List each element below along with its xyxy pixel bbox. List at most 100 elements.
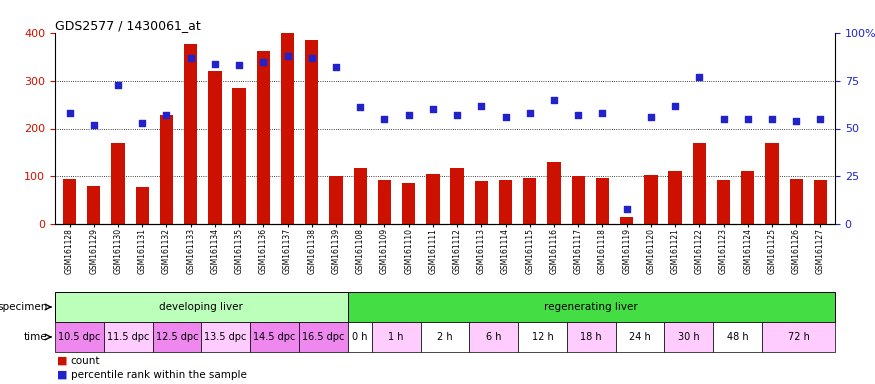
Point — [668, 103, 682, 109]
Point — [620, 206, 634, 212]
Bar — [256, 51, 270, 224]
Bar — [596, 178, 609, 224]
Point — [692, 74, 706, 80]
Point — [547, 97, 561, 103]
Point — [304, 55, 318, 61]
Bar — [548, 162, 561, 224]
Text: developing liver: developing liver — [159, 302, 243, 312]
Point — [87, 122, 101, 128]
Bar — [55, 322, 104, 352]
Text: regenerating liver: regenerating liver — [544, 302, 638, 312]
Bar — [426, 174, 439, 224]
Text: 6 h: 6 h — [486, 332, 501, 342]
Bar — [160, 115, 173, 224]
Bar — [281, 33, 294, 224]
Bar — [451, 168, 464, 224]
Bar — [372, 322, 421, 352]
Bar — [814, 180, 827, 224]
Text: 18 h: 18 h — [580, 332, 602, 342]
Text: ■: ■ — [57, 370, 67, 380]
Text: 13.5 dpc: 13.5 dpc — [205, 332, 247, 342]
Bar — [469, 322, 518, 352]
Text: GDS2577 / 1430061_at: GDS2577 / 1430061_at — [55, 19, 200, 32]
Bar — [347, 292, 835, 322]
Text: 11.5 dpc: 11.5 dpc — [107, 332, 150, 342]
Text: percentile rank within the sample: percentile rank within the sample — [71, 370, 247, 380]
Bar — [571, 176, 584, 224]
Point — [377, 116, 391, 122]
Text: 14.5 dpc: 14.5 dpc — [253, 332, 296, 342]
Text: 2 h: 2 h — [438, 332, 453, 342]
Bar — [664, 322, 713, 352]
Bar — [499, 180, 512, 224]
Point — [281, 53, 295, 59]
Bar — [208, 71, 221, 224]
Text: time: time — [24, 332, 48, 342]
Bar — [616, 322, 664, 352]
Point — [402, 112, 416, 118]
Bar — [474, 181, 488, 224]
Point — [136, 120, 150, 126]
Bar — [136, 187, 149, 224]
Bar — [55, 292, 347, 322]
Point — [765, 116, 779, 122]
Bar — [88, 186, 101, 224]
Point — [62, 110, 76, 116]
Point — [426, 106, 440, 113]
Text: count: count — [71, 356, 101, 366]
Text: 10.5 dpc: 10.5 dpc — [58, 332, 101, 342]
Bar — [305, 40, 318, 224]
Bar — [741, 172, 754, 224]
Bar — [762, 322, 835, 352]
Text: 48 h: 48 h — [726, 332, 748, 342]
Point — [159, 112, 173, 118]
Text: 0 h: 0 h — [352, 332, 367, 342]
Point — [741, 116, 755, 122]
Bar — [201, 322, 250, 352]
Point — [522, 110, 536, 116]
Bar — [523, 178, 536, 224]
Bar — [518, 322, 567, 352]
Bar — [347, 322, 372, 352]
Bar — [233, 88, 246, 224]
Bar — [184, 43, 198, 224]
Bar — [250, 322, 298, 352]
Text: 16.5 dpc: 16.5 dpc — [302, 332, 345, 342]
Bar — [298, 322, 347, 352]
Bar — [766, 143, 779, 224]
Bar — [668, 172, 682, 224]
Point — [571, 112, 585, 118]
Bar — [567, 322, 616, 352]
Text: 24 h: 24 h — [629, 332, 651, 342]
Point — [499, 114, 513, 120]
Text: 72 h: 72 h — [788, 332, 809, 342]
Text: 12.5 dpc: 12.5 dpc — [156, 332, 198, 342]
Point — [256, 59, 270, 65]
Bar — [693, 143, 706, 224]
Point — [354, 104, 367, 111]
Point — [184, 55, 198, 61]
Point — [474, 103, 488, 109]
Point — [232, 62, 246, 68]
Bar — [713, 322, 762, 352]
Bar — [111, 143, 124, 224]
Text: ■: ■ — [57, 356, 67, 366]
Text: 12 h: 12 h — [532, 332, 553, 342]
Bar — [620, 217, 634, 224]
Point — [329, 64, 343, 70]
Text: 1 h: 1 h — [388, 332, 404, 342]
Text: specimen: specimen — [0, 302, 48, 312]
Point — [789, 118, 803, 124]
Point — [596, 110, 610, 116]
Bar — [789, 179, 803, 224]
Bar — [717, 180, 731, 224]
Point — [111, 81, 125, 88]
Bar — [421, 322, 469, 352]
Bar — [354, 168, 367, 224]
Bar — [329, 176, 343, 224]
Point — [717, 116, 731, 122]
Point — [208, 61, 222, 67]
Point — [450, 112, 464, 118]
Point — [644, 114, 658, 120]
Bar — [63, 179, 76, 224]
